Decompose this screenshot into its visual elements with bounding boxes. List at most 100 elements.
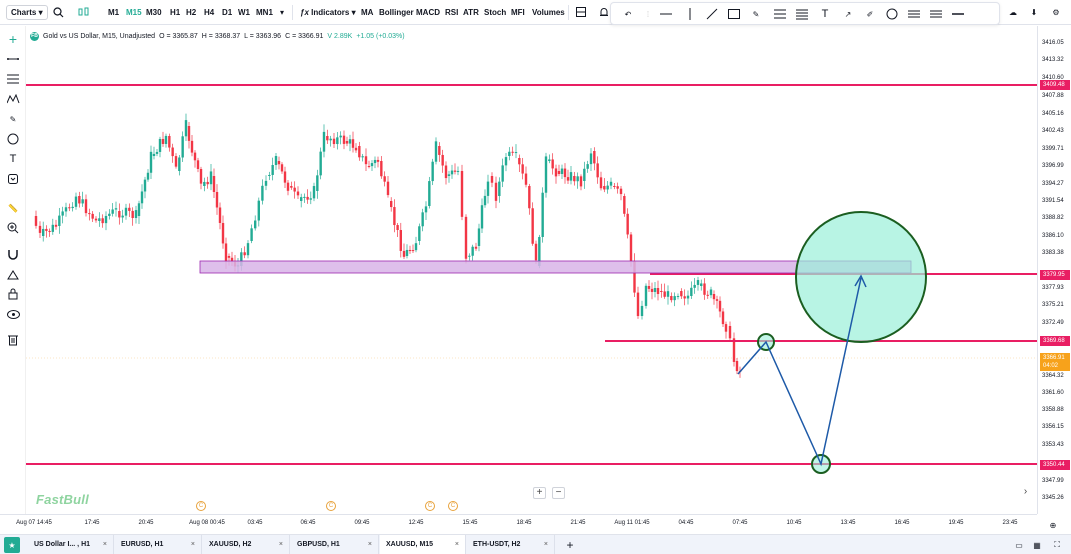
zoom-in-icon[interactable]	[5, 220, 21, 236]
indicator-stoch[interactable]: Stoch	[484, 8, 507, 17]
economic-event-marker[interactable]: C	[196, 501, 206, 511]
candle	[34, 216, 38, 226]
chart-tab[interactable]: XAUUSD, M15 ×	[380, 535, 466, 554]
candle	[732, 338, 736, 362]
home-star-icon[interactable]: ★	[4, 537, 20, 553]
price-chart[interactable]	[26, 26, 1037, 514]
ray-icon[interactable]	[951, 7, 965, 21]
layout-icon[interactable]	[574, 5, 588, 19]
indicator-bollinger[interactable]: Bollinger	[379, 8, 414, 17]
close-tab-icon[interactable]: ×	[102, 541, 107, 548]
horizontal-line-icon[interactable]	[659, 7, 673, 21]
chart-tab[interactable]: XAUUSD, H2 ×	[203, 535, 290, 554]
chart-tab[interactable]: US Dollar I... , H1 ×	[28, 535, 114, 554]
drawing-toolbar: ↶ ⁞ ✎ T ↗ ✐	[610, 2, 1000, 25]
timeframe-mn1[interactable]: MN1	[256, 8, 273, 17]
drag-handle-icon[interactable]: ⁞	[646, 9, 650, 19]
arrow-icon[interactable]: ↗	[844, 9, 852, 19]
time-label: Aug 07 14:45	[16, 520, 52, 526]
compare-icon[interactable]	[77, 5, 91, 19]
economic-event-marker[interactable]: C	[326, 501, 336, 511]
indicator-ma[interactable]: MA	[361, 8, 374, 17]
timeframe-m30[interactable]: M30	[146, 8, 162, 17]
timeframe-h2[interactable]: H2	[186, 8, 197, 17]
zoom-in-button[interactable]: +	[533, 487, 546, 499]
timeframe-h1[interactable]: H1	[170, 8, 181, 17]
text-tool-icon[interactable]: T	[9, 153, 17, 165]
more-tools-icon[interactable]	[5, 171, 21, 187]
fullscreen-icon[interactable]: ⛶	[1054, 540, 1060, 549]
indicator-volumes[interactable]: Volumes	[532, 8, 565, 17]
chart-tab[interactable]: GBPUSD, H1 ×	[291, 535, 379, 554]
lock-icon[interactable]	[5, 286, 21, 302]
timeframe-d1[interactable]: D1	[222, 8, 233, 17]
economic-event-marker[interactable]: C	[448, 501, 458, 511]
candle	[490, 176, 494, 183]
price-label: 3356.15	[1042, 424, 1064, 430]
alert-icon[interactable]	[597, 5, 611, 19]
search-icon[interactable]	[51, 5, 65, 19]
price-axis[interactable]: 3416.05 3413.32 3410.60 3407.88 3405.16 3402.…	[1037, 26, 1071, 514]
charts-menu[interactable]: Charts ▾	[6, 5, 48, 20]
add-tab-button[interactable]: +	[566, 538, 574, 552]
trash-icon[interactable]	[5, 332, 21, 348]
short-position-icon[interactable]	[929, 7, 943, 21]
fib-tool-icon[interactable]	[5, 71, 21, 87]
chart-tab[interactable]: ETH-USDT, H2 ×	[467, 535, 555, 554]
zoom-out-button[interactable]: −	[552, 487, 565, 499]
candle	[560, 168, 564, 174]
line-tool-icon[interactable]	[5, 51, 21, 67]
timeframe-w1[interactable]: W1	[238, 8, 250, 17]
timeframe-h4[interactable]: H4	[204, 8, 215, 17]
price-tag: 3369.68	[1040, 336, 1070, 346]
chart-settings-icon[interactable]: ⊕	[1049, 520, 1057, 530]
shape-tool-icon[interactable]	[5, 131, 21, 147]
layout-toggle-icon[interactable]: ▭	[1015, 540, 1023, 550]
candle	[199, 168, 203, 184]
text-icon[interactable]: T	[821, 8, 829, 20]
indicator-atr[interactable]: ATR	[463, 8, 479, 17]
candle	[583, 168, 586, 181]
lock-drawing-icon[interactable]	[5, 266, 21, 282]
close-tab-icon[interactable]: ×	[190, 541, 195, 548]
chart-tab-label: XAUUSD, M15	[386, 541, 434, 548]
indicators-button[interactable]: ƒx Indicators ▾	[300, 6, 356, 19]
magnet-icon[interactable]	[5, 246, 21, 262]
long-position-icon[interactable]	[907, 7, 921, 21]
close-tab-icon[interactable]: ×	[543, 541, 548, 548]
timeframe-m1[interactable]: M1	[108, 8, 120, 17]
economic-event-marker[interactable]: C	[425, 501, 435, 511]
time-label: 12:45	[408, 520, 424, 526]
ruler-icon[interactable]: 📏	[8, 203, 18, 213]
brush-tool-icon[interactable]: ✎	[9, 114, 17, 124]
scroll-right-button[interactable]: ›	[1019, 487, 1032, 499]
cloud-upload-icon[interactable]: ☁	[1009, 7, 1017, 17]
pencil-icon[interactable]: ✐	[866, 9, 874, 19]
indicator-mfi[interactable]: MFI	[511, 8, 525, 17]
brush-icon[interactable]: ✎	[752, 9, 760, 19]
time-label: 17:45	[84, 520, 100, 526]
screenshot-icon[interactable]: ⬇	[1030, 7, 1038, 17]
undo-icon[interactable]: ↶	[624, 9, 632, 19]
time-axis[interactable]: ⊕ Aug 07 14:45 17:45 20:45 Aug 08 00:45 03:4…	[0, 514, 1056, 534]
grid-layout-icon[interactable]: ▦	[1033, 540, 1041, 550]
close-tab-icon[interactable]: ×	[367, 541, 372, 548]
vertical-line-icon[interactable]	[683, 7, 697, 21]
settings-icon[interactable]: ⚙	[1052, 7, 1060, 17]
timeframe-m15[interactable]: M15	[126, 8, 142, 17]
rectangle-icon[interactable]	[727, 7, 741, 21]
crosshair-icon[interactable]: +	[8, 31, 18, 47]
indicator-macd[interactable]: MACD	[416, 8, 440, 17]
trend-line-icon[interactable]	[705, 7, 719, 21]
close-tab-icon[interactable]: ×	[454, 541, 459, 548]
fib-channel-icon[interactable]	[795, 7, 809, 21]
eye-icon[interactable]	[5, 306, 21, 322]
pattern-tool-icon[interactable]	[5, 91, 21, 107]
chart-tab[interactable]: EURUSD, H1 ×	[115, 535, 202, 554]
time-label: 10:45	[786, 520, 802, 526]
timeframe-more-icon[interactable]: ▾	[279, 7, 284, 17]
fib-retracement-icon[interactable]	[773, 7, 787, 21]
close-tab-icon[interactable]: ×	[278, 541, 283, 548]
circle-icon[interactable]	[885, 7, 899, 21]
indicator-rsi[interactable]: RSI	[445, 8, 459, 17]
